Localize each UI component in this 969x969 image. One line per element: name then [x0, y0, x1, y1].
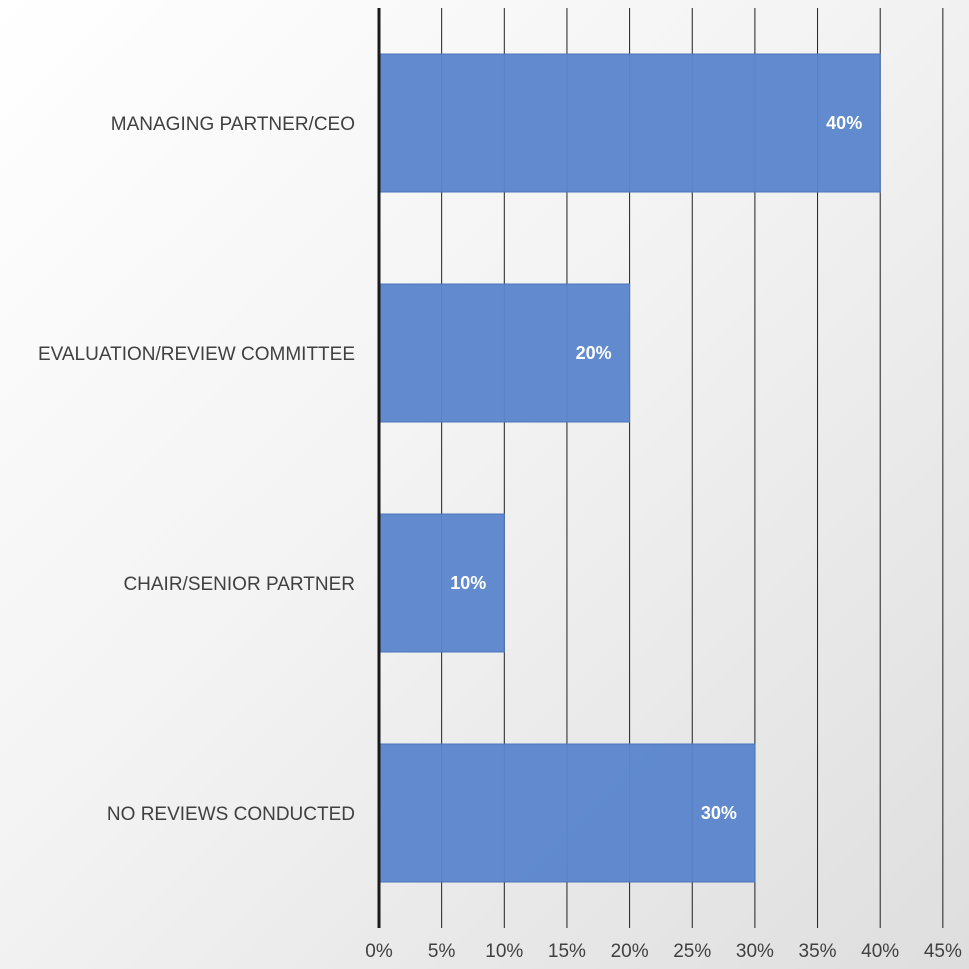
data-label: 30%: [701, 803, 737, 823]
x-tick-label: 25%: [673, 941, 711, 962]
bar: [378, 53, 881, 193]
x-tick-label: 45%: [924, 941, 962, 962]
category-labels: MANAGING PARTNER/CEO EVALUATION/REVIEW CO…: [38, 114, 355, 825]
x-tick-labels: 0% 5% 10% 15% 20% 25% 30% 35% 40% 45%: [365, 941, 962, 962]
x-tick-label: 10%: [485, 941, 523, 962]
x-tick-label: 0%: [365, 941, 393, 962]
x-tick-label: 30%: [736, 941, 774, 962]
category-label: EVALUATION/REVIEW COMMITTEE: [38, 344, 355, 365]
category-label: NO REVIEWS CONDUCTED: [107, 804, 355, 825]
bar: [378, 743, 756, 883]
category-label: MANAGING PARTNER/CEO: [111, 114, 355, 135]
bar: [378, 513, 505, 653]
data-label: 20%: [576, 343, 612, 363]
bar: [378, 283, 631, 423]
x-tick-label: 35%: [799, 941, 837, 962]
data-labels: 40% 20% 10% 30%: [450, 113, 862, 823]
x-tick-label: 5%: [428, 941, 456, 962]
category-label: CHAIR/SENIOR PARTNER: [123, 574, 355, 595]
data-label: 10%: [450, 573, 486, 593]
x-tick-label: 15%: [548, 941, 586, 962]
data-label: 40%: [826, 113, 862, 133]
bars: [378, 53, 881, 883]
x-tick-label: 40%: [861, 941, 899, 962]
x-tick-label: 20%: [611, 941, 649, 962]
